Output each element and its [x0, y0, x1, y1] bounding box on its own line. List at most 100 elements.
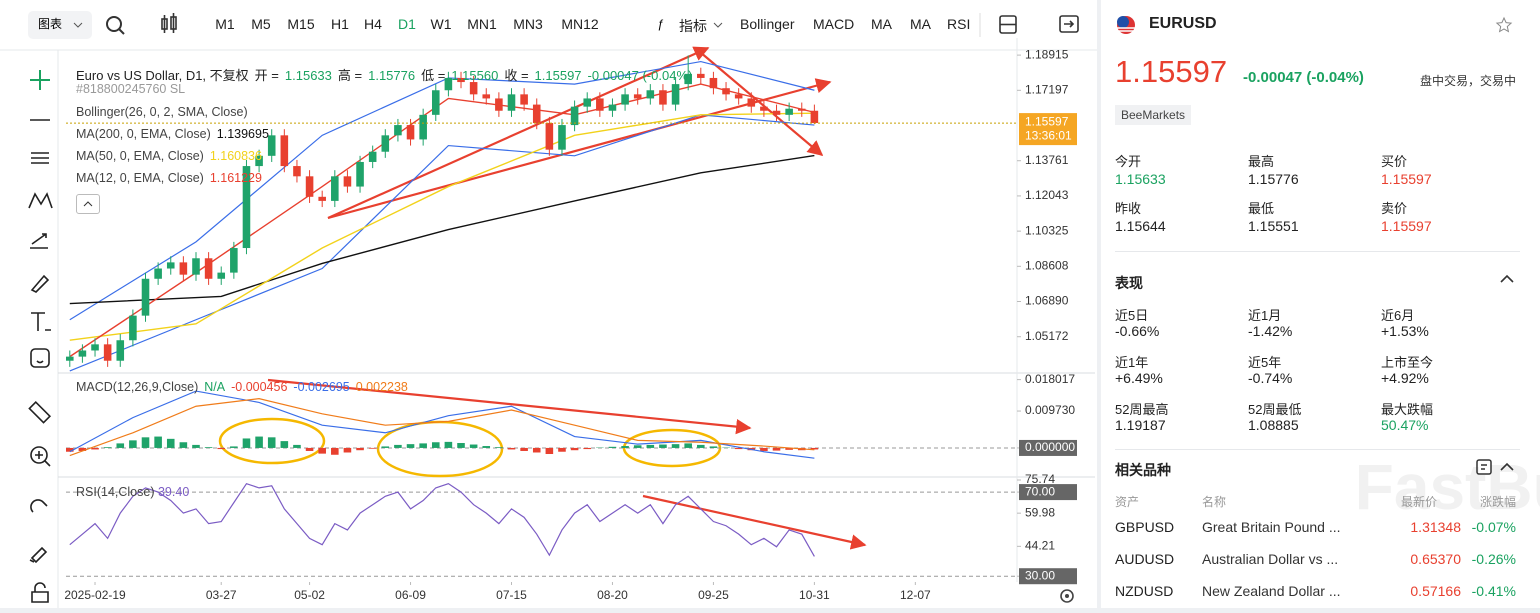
asset-name: Australian Dollar vs ... — [1202, 551, 1338, 567]
timeframe-button[interactable]: H1 — [331, 16, 349, 32]
x-tick-label: 05-02 — [294, 588, 325, 602]
macd-bar — [684, 443, 692, 448]
macd-bar — [419, 443, 427, 448]
candle-body — [482, 94, 490, 98]
macd-bar — [217, 448, 225, 449]
macd-bar — [697, 445, 705, 448]
macd-status: N/A — [204, 380, 225, 394]
change-pct: (-0.04%) — [1306, 69, 1364, 86]
performance-label: 近1月 — [1248, 305, 1281, 324]
collapse-icon[interactable] — [1499, 460, 1515, 474]
macd-bar — [192, 445, 200, 448]
ma-name: MA(12, 0, EMA, Close) — [76, 171, 204, 185]
performance-value: +6.49% — [1115, 370, 1163, 386]
macd-bar — [142, 437, 150, 448]
stat-value: 1.15644 — [1115, 218, 1166, 234]
macd-bar — [116, 443, 124, 448]
ma-legend: MA(12, 0, EMA, Close) 1.161229 — [76, 171, 262, 185]
timeframe-button[interactable]: H4 — [364, 16, 382, 32]
last-price-label: 1.15597 — [1025, 114, 1069, 128]
macd-bar — [457, 443, 465, 448]
collapse-button[interactable] — [76, 194, 100, 214]
macd-bar — [659, 445, 667, 448]
candle-body — [710, 78, 718, 88]
asset-price: 1.31348 — [1410, 519, 1461, 535]
timeframe-button[interactable]: M1 — [215, 16, 234, 32]
candle-body — [647, 90, 655, 98]
stat-label: 昨收 — [1115, 198, 1141, 217]
candle-body — [154, 269, 162, 279]
stat-label: 最低 — [1248, 198, 1274, 217]
table-header: 资产 — [1115, 493, 1139, 510]
macd-bar — [520, 448, 528, 451]
timeframe-button[interactable]: M15 — [287, 16, 314, 32]
rsi-legend: RSI(14,Close) 39.40 — [76, 485, 189, 499]
rsi-name: RSI(14,Close) — [76, 485, 155, 499]
candle-body — [344, 176, 352, 186]
list-icon[interactable] — [1475, 458, 1493, 476]
fx-icon[interactable]: ƒ — [657, 17, 664, 31]
timeframe-button[interactable]: MN1 — [467, 16, 497, 32]
account-label: #818800245760 SL — [76, 82, 185, 96]
study-button[interactable]: MA — [910, 16, 931, 32]
candle-body — [116, 340, 124, 360]
candle-body — [91, 344, 99, 350]
quote-panel: FastBull EURUSD 1.15597 -0.00047 (-0.04%… — [1101, 0, 1540, 608]
macd-bar — [394, 445, 402, 448]
candle-body — [672, 84, 680, 104]
y-tick-label: 1.17197 — [1025, 82, 1069, 96]
stat-value: 1.15633 — [1115, 171, 1166, 187]
section-title: 相关品种 — [1115, 460, 1171, 480]
timeframe-button[interactable]: MN3 — [513, 16, 543, 32]
indicators-button[interactable]: 指标 — [679, 16, 707, 36]
ohlc-label: 开 = — [255, 68, 279, 83]
study-button[interactable]: MA — [871, 16, 892, 32]
x-tick-label: 06-09 — [395, 588, 426, 602]
asset-symbol[interactable]: AUDUSD — [1115, 551, 1174, 567]
stat-value: 1.15551 — [1248, 218, 1299, 234]
macd-bar — [230, 446, 238, 448]
macd-reading: -0.002695 — [293, 380, 349, 394]
candle-body — [66, 357, 74, 361]
drawing-tools[interactable] — [29, 70, 52, 602]
macd-bar — [432, 442, 440, 448]
macd-bar — [154, 437, 162, 448]
timeframe-button[interactable]: W1 — [431, 16, 452, 32]
asset-name: Great Britain Pound ... — [1202, 519, 1341, 535]
y-tick-label: 44.21 — [1025, 539, 1055, 553]
macd-bar — [470, 445, 478, 448]
macd-bar — [647, 445, 655, 448]
asset-symbol[interactable]: NZDUSD — [1115, 583, 1173, 599]
timeframe-button[interactable]: M5 — [251, 16, 270, 32]
macd-bar — [508, 448, 516, 450]
macd-bar — [546, 448, 554, 454]
macd-bar — [129, 440, 137, 448]
study-button[interactable]: MACD — [813, 16, 854, 32]
y-tick-label: 30.00 — [1025, 568, 1055, 582]
ohlc-value: 1.15633 — [285, 68, 332, 83]
study-button[interactable]: Bollinger — [740, 16, 794, 32]
asset-symbol[interactable]: GBPUSD — [1115, 519, 1174, 535]
performance-label: 近5年 — [1248, 352, 1281, 371]
ma-value: 1.161229 — [210, 171, 262, 185]
timeframe-button[interactable]: MN12 — [561, 16, 598, 32]
macd-bar — [558, 448, 566, 452]
macd-bar — [710, 446, 718, 448]
collapse-icon[interactable] — [1499, 272, 1515, 286]
study-button[interactable]: RSI — [947, 16, 970, 32]
candle-body — [306, 176, 314, 196]
rsi-value: 39.40 — [158, 485, 189, 499]
candle-body — [104, 344, 112, 360]
y-tick-label: 1.08608 — [1025, 258, 1069, 272]
macd-bar — [205, 447, 213, 448]
performance-value: 1.08885 — [1248, 417, 1299, 433]
favorite-icon[interactable] — [1495, 16, 1513, 34]
section-title: 表现 — [1115, 273, 1143, 293]
divider — [1115, 251, 1520, 252]
menu-label[interactable]: 图表 — [38, 17, 62, 31]
y-tick-label: 1.10325 — [1025, 223, 1069, 237]
timeframe-button[interactable]: D1 — [398, 16, 416, 32]
settings-icon[interactable] — [1061, 590, 1073, 602]
performance-value: +1.53% — [1381, 323, 1429, 339]
